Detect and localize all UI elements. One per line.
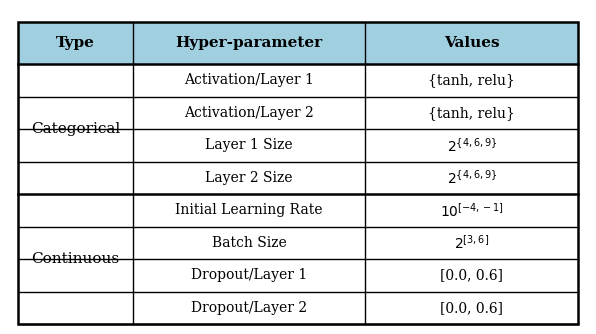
Bar (18, 97, 578, 129)
Text: Dropout/Layer 2: Dropout/Layer 2 (191, 301, 307, 315)
Text: Activation/Layer 1: Activation/Layer 1 (184, 73, 314, 88)
Text: Layer 2 Size: Layer 2 Size (205, 171, 293, 185)
Text: Layer 1 Size: Layer 1 Size (205, 138, 293, 152)
Bar (18, 129, 578, 162)
Text: Type: Type (56, 36, 95, 50)
Text: Values: Values (444, 36, 499, 50)
Text: [0.0, 0.6]: [0.0, 0.6] (440, 301, 503, 315)
Text: Hyper-parameter: Hyper-parameter (175, 36, 322, 50)
Text: $2^{[3,6]}$: $2^{[3,6]}$ (454, 234, 489, 252)
Text: [0.0, 0.6]: [0.0, 0.6] (440, 268, 503, 282)
Text: Categorical: Categorical (31, 122, 120, 136)
Text: $10^{[-4,-1]}$: $10^{[-4,-1]}$ (440, 201, 504, 219)
Text: {tanh, relu}: {tanh, relu} (428, 73, 515, 88)
Text: $2^{\{4,6,9\}}$: $2^{\{4,6,9\}}$ (446, 169, 496, 187)
Bar (18, 194, 578, 226)
Text: {tanh, relu}: {tanh, relu} (428, 106, 515, 120)
Text: Batch Size: Batch Size (212, 236, 286, 250)
Text: Initial Learning Rate: Initial Learning Rate (175, 203, 323, 217)
Text: $2^{\{4,6,9\}}$: $2^{\{4,6,9\}}$ (446, 137, 496, 154)
Text: Dropout/Layer 1: Dropout/Layer 1 (191, 268, 307, 282)
Bar (18, 226, 578, 259)
Bar (18, 162, 578, 194)
Bar (18, 259, 578, 292)
Bar (18, 22, 578, 64)
Bar (18, 292, 578, 324)
Text: Activation/Layer 2: Activation/Layer 2 (184, 106, 314, 120)
Bar (18, 64, 578, 97)
Text: Continuous: Continuous (32, 252, 119, 266)
